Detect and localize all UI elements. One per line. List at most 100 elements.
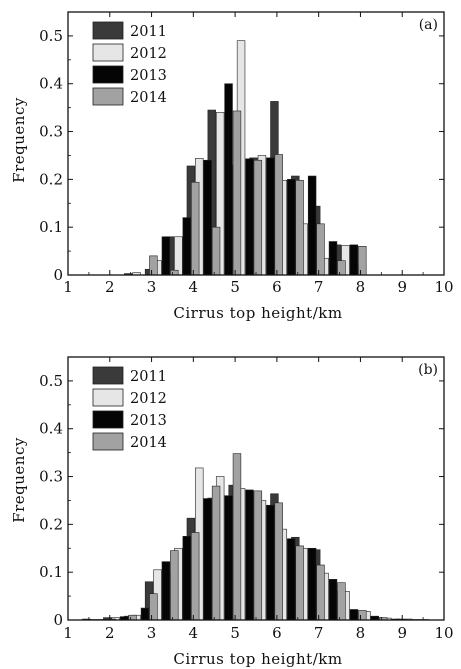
bar-2014-bin-7: [253, 490, 263, 621]
legend-label-2014: 2014: [130, 435, 167, 451]
x-axis-title: Cirrus top height/km: [173, 650, 342, 668]
chart-panel-a: 1 2 3 4 5 6 7 8 9 10 0 0.1 0.2 0.3 0.4 0.5 Cirrus top he…: [10, 11, 454, 322]
bar-2014-bin-12: [358, 246, 367, 276]
bar-2013-bin-8: [266, 504, 275, 621]
bar-2013-bin-4: [182, 536, 191, 621]
x-tick-label: 10: [434, 278, 453, 296]
x-tick-label: 8: [356, 624, 366, 642]
x-tick-label: 6: [272, 624, 282, 642]
x-tick-label: 7: [314, 624, 324, 642]
y-tick-label: 0.5: [39, 372, 63, 390]
bar-2014-bin-6: [232, 453, 242, 621]
legend-label-2012: 2012: [130, 46, 167, 62]
x-tick-label: 5: [230, 278, 240, 296]
y-tick-label: 0: [53, 611, 63, 629]
y-axis-title: Frequency: [10, 437, 28, 523]
x-tick-label: 10: [434, 624, 453, 642]
bar-2013-bin-5: [203, 159, 212, 276]
x-tick-label: 9: [397, 278, 407, 296]
x-tick-label: 3: [147, 624, 157, 642]
panel-label: (a): [419, 17, 438, 33]
panel-label: (b): [418, 362, 438, 378]
y-tick-label: 0.5: [39, 27, 63, 45]
bar-2013-bin-6: [224, 495, 233, 621]
bar-2013-bin-6: [224, 83, 233, 276]
y-tick-label: 0.2: [39, 170, 63, 188]
bar-2013-bin-11: [328, 579, 338, 621]
bar-2013-bin-5: [203, 498, 212, 621]
x-tick-label: 3: [147, 278, 157, 296]
bar-2013-bin-7: [245, 489, 254, 621]
x-tick-label: 1: [63, 278, 73, 296]
x-tick-label: 2: [105, 278, 115, 296]
x-tick-label: 7: [314, 278, 324, 296]
bar-2013-bin-9: [287, 179, 296, 276]
legend-swatch-2013: [92, 410, 124, 429]
bar-2013-bin-12: [349, 244, 359, 276]
bar-2013-bin-11: [328, 241, 338, 276]
bar-2013-bin-10: [307, 547, 317, 621]
bar-2014-bin-11: [337, 260, 346, 276]
y-tick-label: 0.4: [39, 420, 63, 438]
x-tick-label: 8: [356, 278, 366, 296]
bar-2013-bin-4: [182, 217, 191, 276]
bar-2014-bin-10: [316, 223, 325, 276]
bar-2013-bin-10: [307, 175, 317, 276]
x-tick-label: 2: [105, 624, 115, 642]
legend-label-2013: 2013: [130, 413, 167, 429]
x-tick-label: 4: [189, 278, 199, 296]
bar-2013-bin-7: [245, 158, 254, 276]
bar-2014-bin-3: [170, 550, 179, 621]
bar-2014-bin-12: [358, 610, 367, 621]
bar-2014-bin-4: [190, 532, 200, 621]
bar-2014-bin-3: [170, 269, 179, 276]
legend-swatch-2014: [92, 432, 124, 451]
bar-2013-bin-2: [140, 607, 150, 621]
x-tick-label: 6: [272, 278, 282, 296]
bar-2014-bin-6: [232, 110, 242, 276]
x-tick-label: 1: [63, 624, 73, 642]
bar-2013-bin-3: [161, 236, 171, 276]
legend-swatch-2012: [92, 43, 124, 62]
bar-2014-bin-2: [149, 255, 158, 276]
bar-2013-bin-3: [161, 561, 171, 621]
legend: 2011 2012 2013 2014: [92, 366, 167, 451]
x-tick-label: 4: [189, 624, 199, 642]
bar-2013-bin-9: [287, 538, 296, 621]
legend-swatch-2011: [92, 21, 124, 40]
legend-swatch-2014: [92, 87, 124, 106]
bar-2014-bin-9: [295, 180, 304, 276]
y-tick-label: 0.3: [39, 468, 63, 486]
legend-label-2011: 2011: [130, 24, 167, 40]
bar-2014-bin-10: [316, 564, 325, 621]
y-tick-label: 0.1: [39, 218, 63, 236]
y-tick-label: 0.3: [39, 123, 63, 141]
y-axis-title: Frequency: [10, 97, 28, 183]
bar-2013-bin-8: [266, 157, 275, 276]
x-axis-title: Cirrus top height/km: [173, 304, 342, 322]
bar-2013-bin-12: [349, 609, 359, 621]
legend-label-2011: 2011: [130, 369, 167, 385]
bar-2014-bin-8: [274, 502, 283, 621]
bar-2014-bin-1: [128, 614, 137, 621]
legend: 2011 2012 2013 2014: [92, 21, 167, 106]
chart-panel-b: 1 2 3 4 5 6 7 8 9 10 0 0.1 0.2 0.3 0.4 0.5 Cirrus top he…: [10, 356, 454, 668]
legend-label-2014: 2014: [130, 90, 167, 106]
y-tick-label: 0.2: [39, 515, 63, 533]
bar-2014-bin-5: [211, 485, 221, 621]
bar-2014-bin-5: [211, 226, 221, 276]
bar-2014-bin-2: [149, 593, 158, 621]
bar-2014-bin-11: [337, 582, 346, 621]
bar-2014-bin-8: [274, 154, 283, 276]
legend-label-2013: 2013: [130, 68, 167, 84]
bar-2014-bin-4: [190, 181, 200, 276]
x-tick-label: 5: [230, 624, 240, 642]
y-tick-label: 0.1: [39, 563, 63, 581]
y-tick-label: 0.4: [39, 75, 63, 93]
legend-swatch-2012: [92, 388, 124, 407]
legend-swatch-2013: [92, 65, 124, 84]
bar-2014-bin-9: [295, 545, 304, 621]
bar-2014-bin-7: [253, 159, 263, 276]
x-tick-label: 9: [397, 624, 407, 642]
